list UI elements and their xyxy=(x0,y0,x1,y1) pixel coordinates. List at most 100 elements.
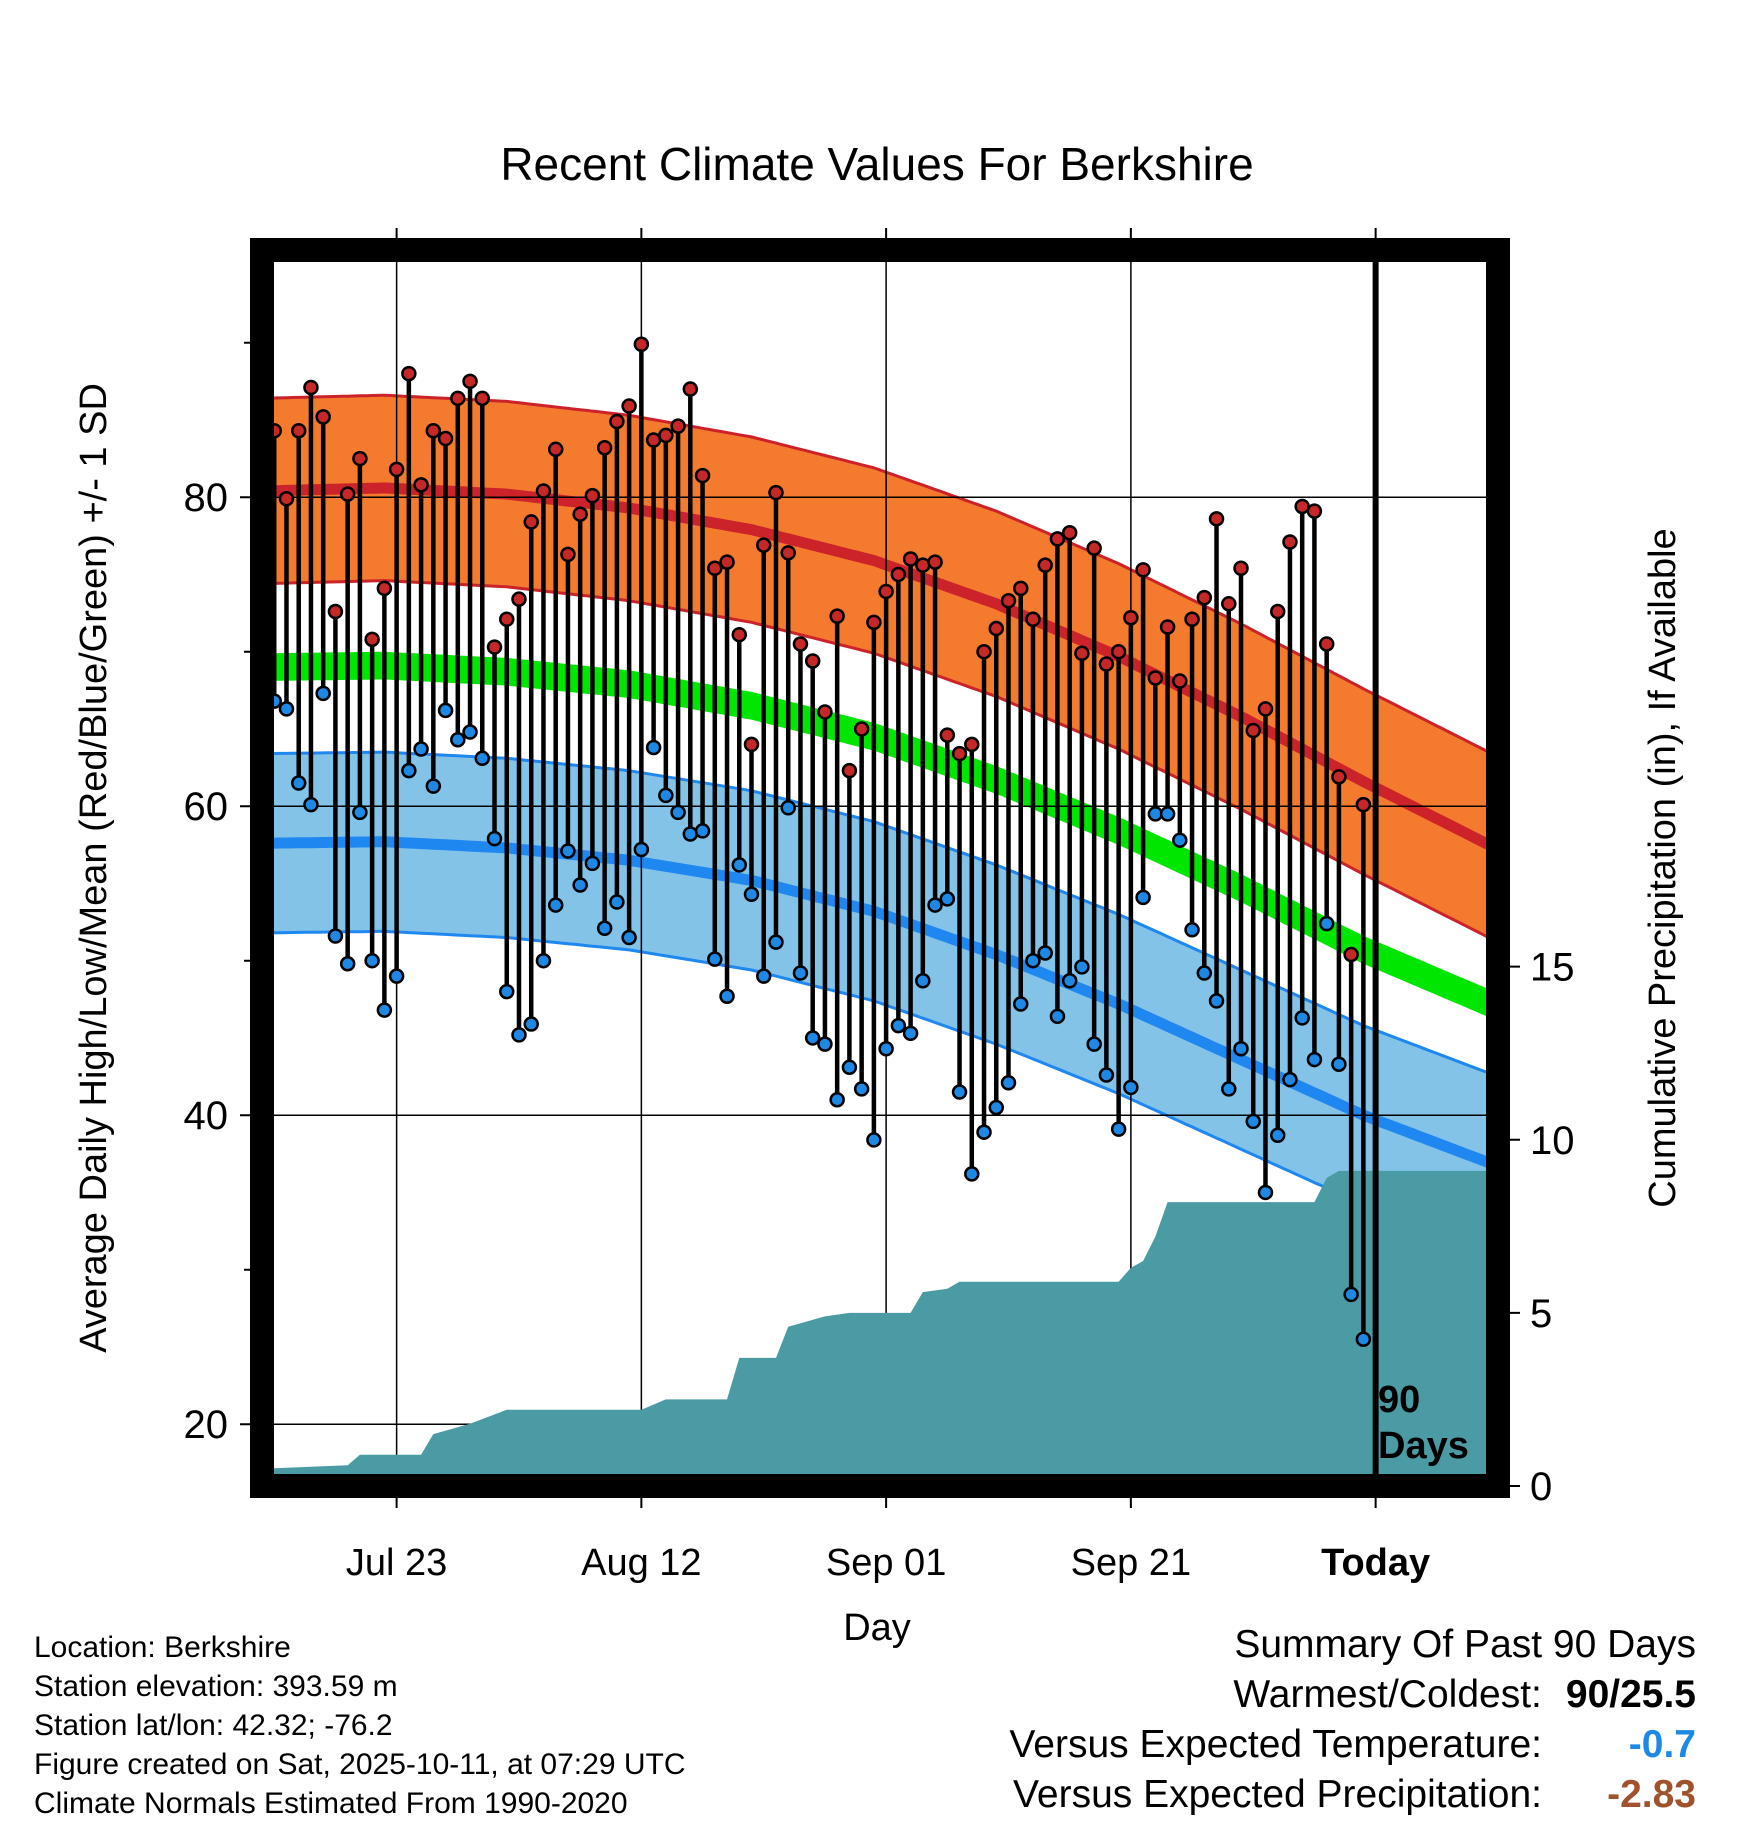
high-point xyxy=(1025,611,1041,628)
low-point xyxy=(437,702,454,719)
y2-tick-label: 5 xyxy=(1530,1292,1552,1336)
high-point xyxy=(1110,643,1127,660)
high-point xyxy=(829,608,845,624)
low-point xyxy=(401,762,417,779)
y-tick-label: 40 xyxy=(184,1094,229,1138)
axes: 20 40 60 80 0 5 10 15 Jul 23 Aug 12 Sep 01 Sep 21 To… xyxy=(184,228,1575,1584)
low-point xyxy=(425,778,442,794)
high-point xyxy=(682,381,699,397)
low-point xyxy=(1269,1127,1286,1144)
high-point xyxy=(1208,511,1225,527)
low-point xyxy=(327,928,344,944)
high-point xyxy=(939,727,956,743)
low-point xyxy=(658,787,674,804)
high-point xyxy=(401,365,417,382)
high-point xyxy=(315,409,331,425)
low-point xyxy=(1012,996,1029,1012)
high-point xyxy=(547,441,564,458)
high-point xyxy=(890,566,907,583)
y-tick-label: 80 xyxy=(184,476,229,520)
high-point xyxy=(1196,589,1213,606)
y2-tick-label: 15 xyxy=(1530,946,1575,990)
today-label-line2: Days xyxy=(1378,1425,1469,1467)
high-point xyxy=(572,506,588,522)
high-point xyxy=(707,560,723,577)
y-tick-label: 60 xyxy=(184,785,229,829)
high-point xyxy=(364,631,380,648)
high-point xyxy=(1098,656,1115,672)
high-point xyxy=(719,554,735,570)
high-point xyxy=(523,514,539,530)
daily-points xyxy=(266,336,1372,1347)
chart-title: Recent Climate Values For Berkshire xyxy=(500,138,1253,190)
high-point xyxy=(927,554,943,570)
low-point xyxy=(829,1092,845,1108)
expected-precipitation-label: Versus Expected Precipitation: xyxy=(1013,1773,1542,1816)
low-point xyxy=(719,988,735,1004)
low-point xyxy=(413,741,429,757)
low-point xyxy=(388,968,405,984)
low-point xyxy=(450,732,466,748)
high-point xyxy=(951,745,968,762)
low-point xyxy=(486,830,503,847)
low-point xyxy=(939,891,956,907)
high-point xyxy=(339,486,356,502)
plot-frame xyxy=(250,238,1510,1498)
high-point xyxy=(278,490,295,507)
low-point xyxy=(804,1030,821,1046)
high-point xyxy=(511,591,527,607)
high-point xyxy=(499,611,515,628)
y-tick-label: 20 xyxy=(184,1403,229,1447)
high-point xyxy=(1184,611,1200,628)
low-point xyxy=(853,1081,870,1097)
low-point xyxy=(1184,922,1200,938)
low-point xyxy=(1343,1286,1359,1303)
high-point xyxy=(670,418,686,434)
low-point xyxy=(1123,1079,1139,1096)
low-point xyxy=(988,1099,1005,1116)
high-point xyxy=(853,721,870,737)
low-point xyxy=(841,1059,858,1076)
high-point xyxy=(376,580,393,597)
low-point xyxy=(1196,965,1213,981)
low-point xyxy=(1037,945,1053,961)
low-point xyxy=(1331,1056,1347,1072)
high-point xyxy=(1172,673,1188,689)
low-point xyxy=(792,965,809,981)
high-point xyxy=(1343,946,1359,963)
low-point xyxy=(743,886,760,903)
low-point xyxy=(621,929,637,946)
warmest-coldest-value: 90/25.5 xyxy=(1565,1673,1696,1716)
low-point xyxy=(866,1132,882,1148)
low-point xyxy=(1282,1071,1298,1088)
low-point xyxy=(1294,1010,1310,1026)
high-point xyxy=(1049,531,1066,547)
high-point xyxy=(902,551,919,567)
high-point xyxy=(633,336,650,352)
high-point xyxy=(976,643,992,660)
low-point xyxy=(1074,959,1090,975)
daily-range-stems xyxy=(271,344,1366,1340)
high-point xyxy=(841,762,858,779)
low-point xyxy=(535,952,552,969)
high-point xyxy=(1355,796,1372,813)
low-point xyxy=(817,1036,833,1052)
low-point xyxy=(964,1166,980,1182)
low-point xyxy=(584,855,601,872)
high-point xyxy=(878,583,894,600)
high-point xyxy=(560,546,576,563)
high-point xyxy=(1245,722,1261,739)
low-point xyxy=(499,983,515,1000)
high-point xyxy=(621,398,637,414)
low-point xyxy=(1086,1036,1102,1052)
high-point xyxy=(1074,645,1090,661)
low-point xyxy=(682,826,699,842)
low-point xyxy=(645,739,662,756)
high-point xyxy=(486,639,503,655)
high-point xyxy=(1306,503,1323,519)
low-point xyxy=(707,951,723,967)
high-point xyxy=(1221,596,1237,612)
normals-text: Climate Normals Estimated From 1990-2020 xyxy=(34,1787,628,1820)
low-point xyxy=(927,897,943,913)
summary-panel: Summary Of Past 90 Days Warmest/Coldest:… xyxy=(1009,1620,1696,1820)
